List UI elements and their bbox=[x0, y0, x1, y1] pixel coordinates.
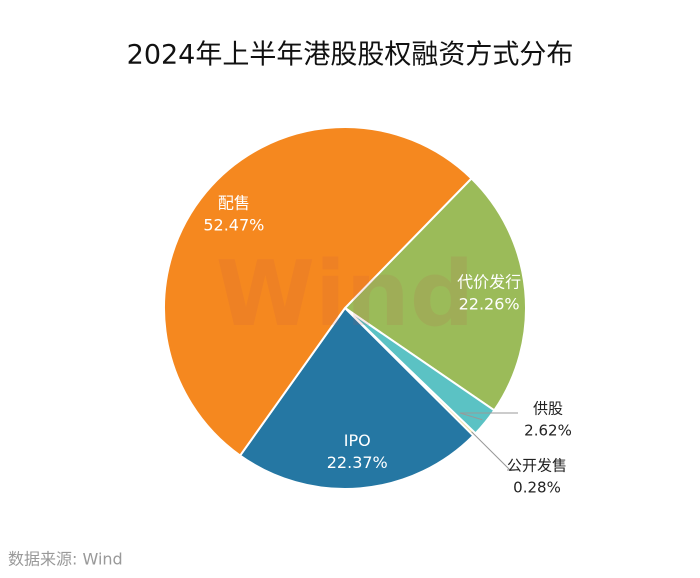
value-label: 0.28% bbox=[513, 479, 561, 497]
pie-slice bbox=[238, 306, 475, 490]
pie-slice bbox=[343, 177, 527, 412]
pie bbox=[163, 126, 527, 490]
watermark: Wind bbox=[216, 242, 475, 347]
slice-label: 代价发行 bbox=[457, 272, 521, 291]
slice-label: 公开发售 bbox=[507, 457, 567, 475]
value-label: 22.37% bbox=[327, 453, 388, 472]
leader-line bbox=[459, 412, 518, 421]
value-label: 22.26% bbox=[459, 294, 520, 313]
value-label: 2.62% bbox=[524, 422, 572, 440]
chart-title: 2024年上半年港股股权融资方式分布 bbox=[127, 40, 574, 71]
pie-slice bbox=[163, 126, 473, 457]
slice-label: IPO bbox=[344, 431, 371, 450]
slice-label: 供股 bbox=[533, 400, 563, 418]
value-label: 52.47% bbox=[203, 216, 264, 235]
source-note: 数据来源: Wind bbox=[8, 550, 123, 569]
slice-label: 配售 bbox=[218, 194, 250, 213]
leader-line bbox=[471, 431, 512, 471]
